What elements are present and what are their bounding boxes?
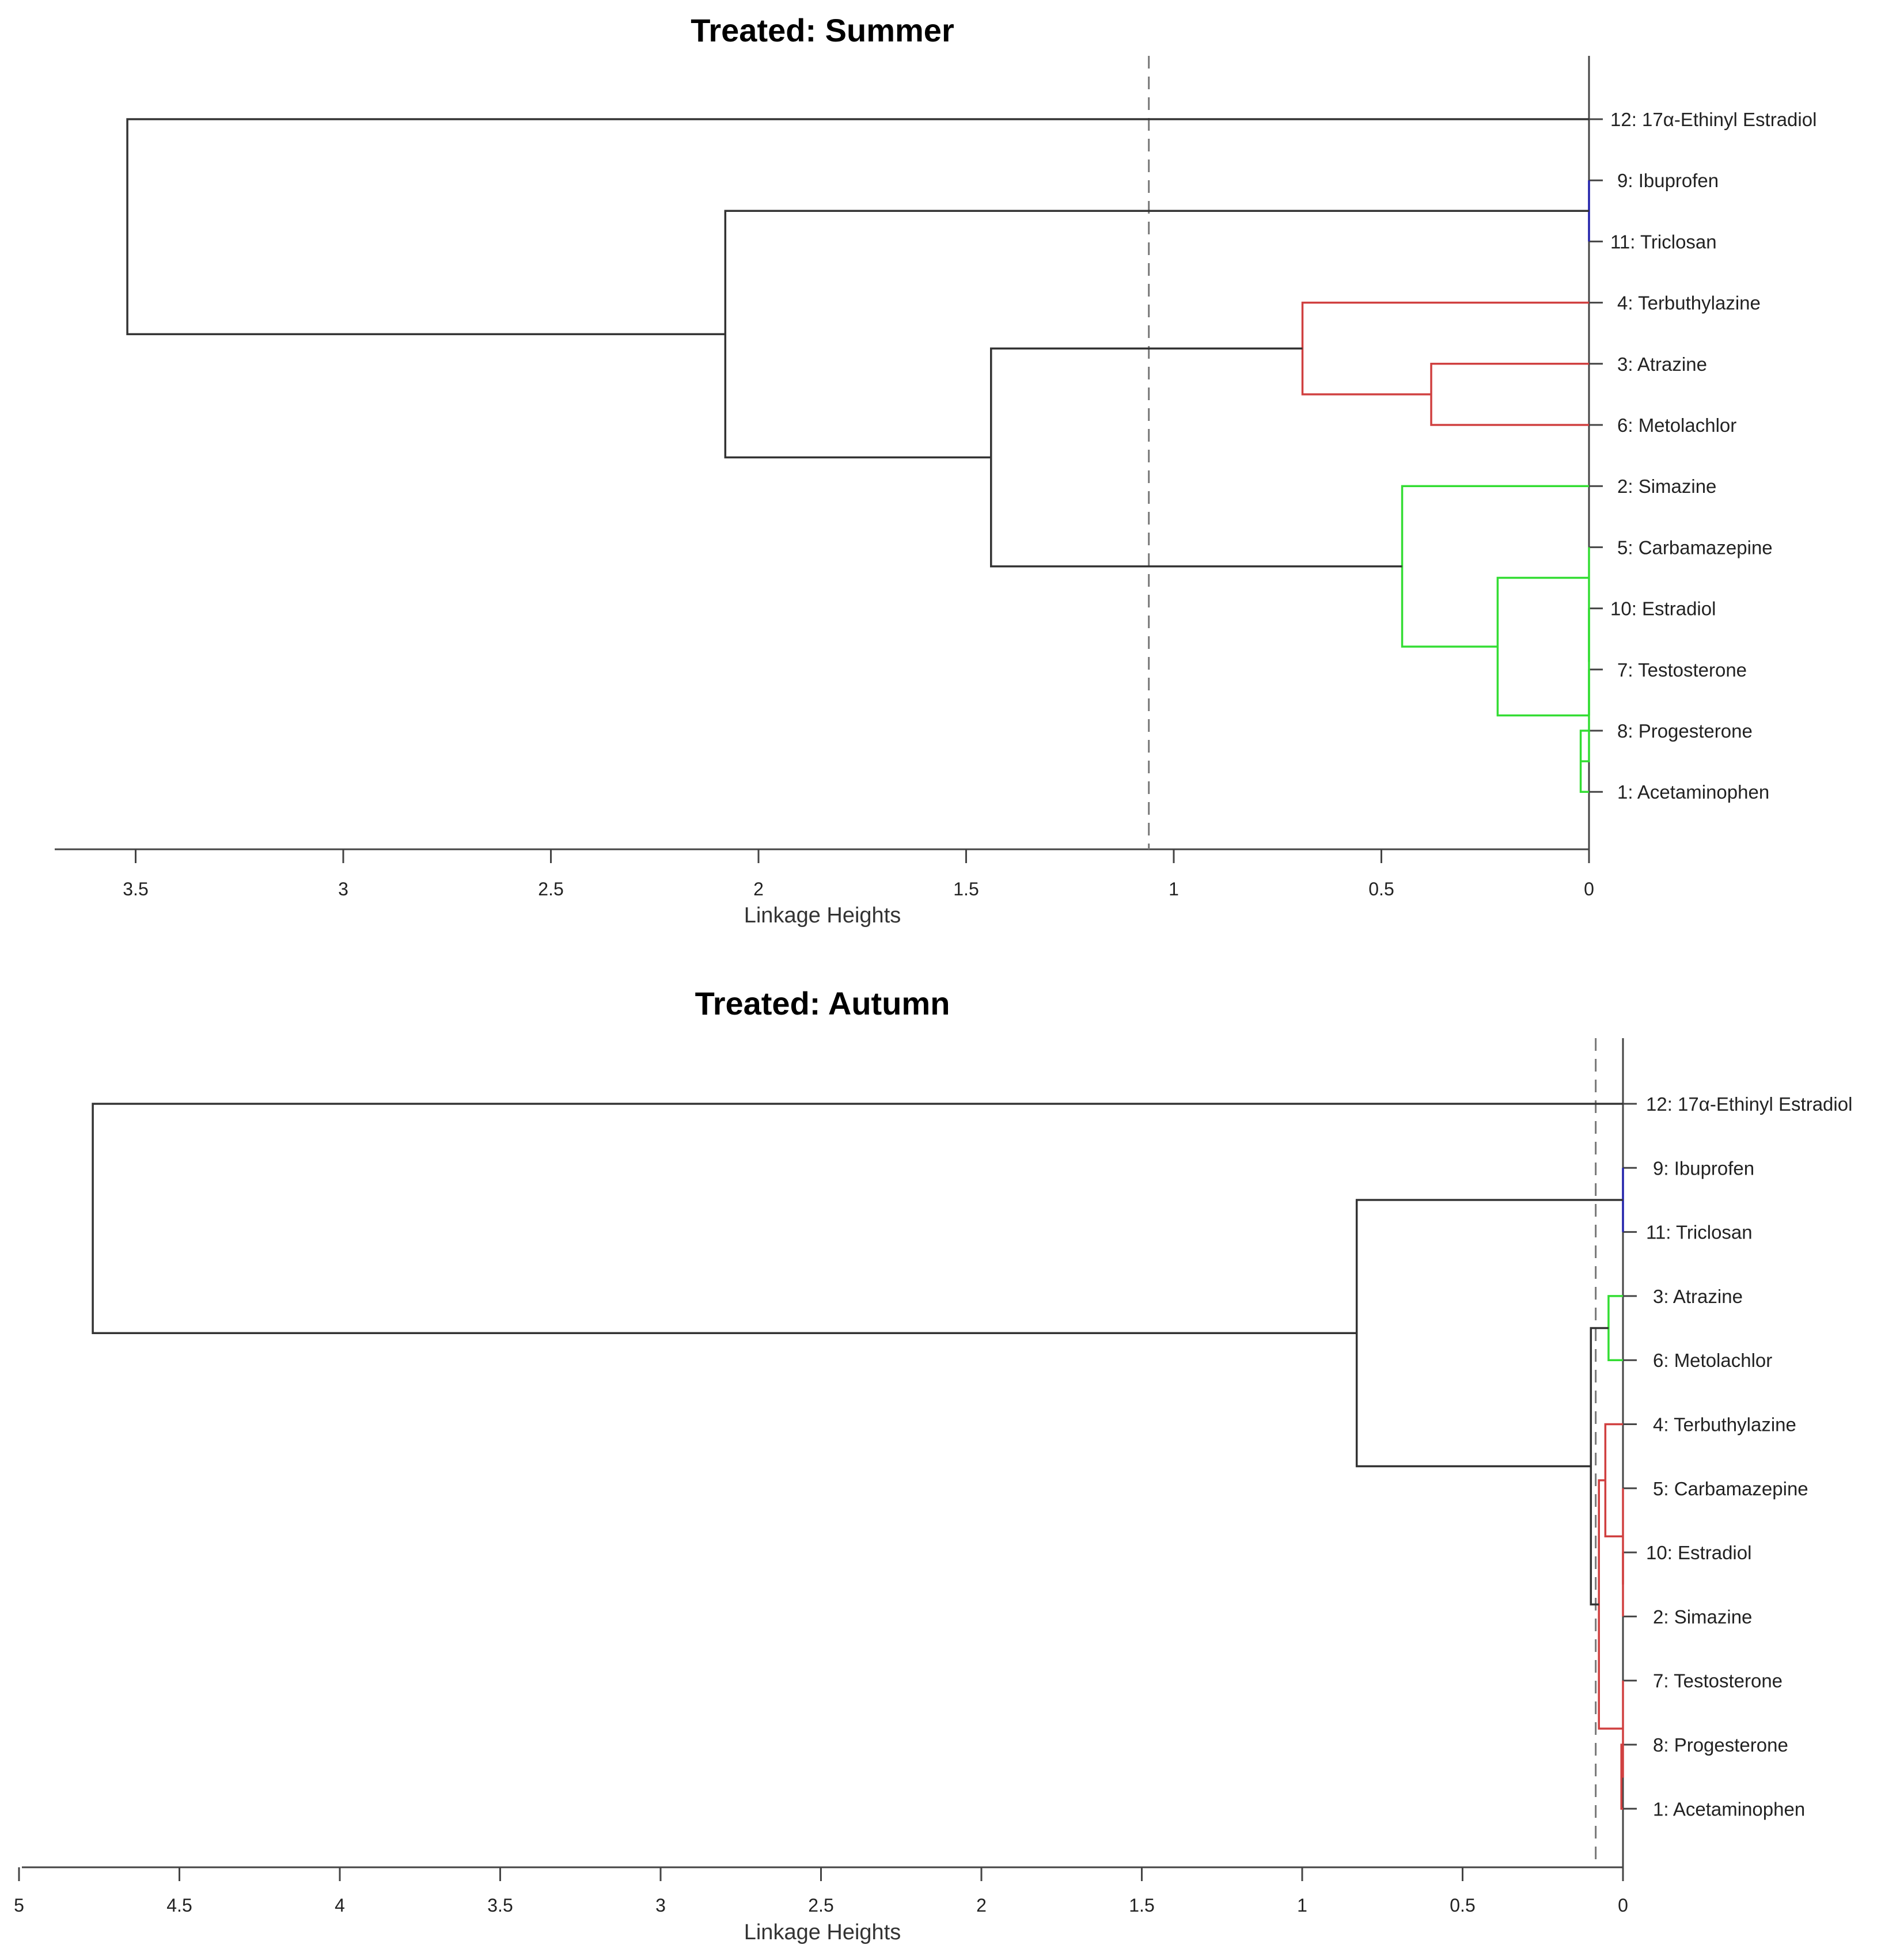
x-tick-label-summer: 3 — [338, 879, 348, 899]
leaf-label-autumn: 9: Ibuprofen — [1653, 1157, 1754, 1179]
x-axis-label-autumn: Linkage Heights — [744, 1920, 901, 1944]
x-tick-label-autumn: 0 — [1618, 1895, 1628, 1916]
x-tick-label-summer: 0 — [1584, 879, 1594, 899]
x-tick-label-autumn: 4 — [335, 1895, 345, 1916]
x-tick-label-summer: 0.5 — [1368, 879, 1394, 899]
leaf-label-autumn: 8: Progesterone — [1653, 1734, 1788, 1756]
dendrogram-summer: Treated: Summer Linkage Heights 3.5 3 2.5 2… — [55, 12, 1816, 928]
leaf-label-autumn: 12: 17α-Ethinyl Estradiol — [1646, 1093, 1852, 1115]
leaf-label-autumn: 7: Testosterone — [1653, 1670, 1783, 1692]
x-tick-label-summer: 1 — [1169, 879, 1179, 899]
leaf-label-summer: 8: Progesterone — [1617, 720, 1753, 742]
leaf-label-summer: 2: Simazine — [1617, 476, 1716, 497]
dendrogram-link-summer — [1496, 576, 1589, 717]
x-tick-label-summer: 2.5 — [538, 879, 563, 899]
dendrogram-autumn: Treated: Autumn Linkage Heights 5 4.5 4 3.5… — [14, 985, 1852, 1944]
x-axis-label-summer: Linkage Heights — [744, 903, 901, 928]
x-tick-label-autumn: 4.5 — [166, 1895, 192, 1916]
x-tick-label-summer: 3.5 — [123, 879, 148, 899]
chart-title-summer: Treated: Summer — [691, 12, 954, 48]
leaf-label-autumn: 11: Triclosan — [1646, 1222, 1753, 1243]
x-tick-label-autumn: 3.5 — [487, 1895, 513, 1916]
leaf-label-autumn: 10: Estradiol — [1646, 1542, 1751, 1563]
leaf-label-summer: 1: Acetaminophen — [1617, 781, 1769, 803]
dendrogram-link-summer — [724, 210, 1589, 459]
leaf-label-summer: 12: 17α-Ethinyl Estradiol — [1610, 109, 1816, 130]
leaf-label-summer: 6: Metolachlor — [1617, 415, 1736, 436]
leaf-label-summer: 4: Terbuthylazine — [1617, 293, 1761, 314]
dendrogram-link-autumn — [1598, 1479, 1623, 1730]
x-tick-label-autumn: 3 — [655, 1895, 666, 1916]
dendrogram-link-autumn — [92, 1103, 1623, 1334]
dendrogram-link-summer — [1430, 363, 1589, 426]
leaf-label-summer: 7: Testosterone — [1617, 659, 1747, 681]
leaf-label-summer: 3: Atrazine — [1617, 354, 1707, 375]
dendrogram-link-autumn — [1604, 1423, 1623, 1538]
x-tick-label-autumn: 2.5 — [808, 1895, 833, 1916]
x-tick-label-autumn: 2 — [976, 1895, 987, 1916]
leaf-label-autumn: 5: Carbamazepine — [1653, 1478, 1808, 1499]
leaf-label-autumn: 3: Atrazine — [1653, 1286, 1743, 1307]
dendrogram-link-autumn — [1621, 1680, 1624, 1778]
leaf-label-autumn: 2: Simazine — [1653, 1606, 1752, 1627]
leaf-label-summer: 11: Triclosan — [1610, 231, 1717, 252]
x-tick-label-autumn: 1 — [1297, 1895, 1307, 1916]
leaf-label-autumn: 6: Metolachlor — [1653, 1350, 1772, 1371]
x-tick-label-autumn: 5 — [14, 1895, 24, 1916]
x-tick-label-autumn: 1.5 — [1129, 1895, 1154, 1916]
dendrogram-autumn-panel: Treated: Autumn Linkage Heights 5 4.5 4 3.5… — [0, 979, 1900, 1960]
dendrogram-link-summer — [126, 118, 1589, 336]
x-tick-label-autumn: 0.5 — [1450, 1895, 1475, 1916]
leaf-label-autumn: 4: Terbuthylazine — [1653, 1414, 1796, 1435]
dendrogram-link-autumn — [1607, 1295, 1623, 1361]
dendrogram-link-summer — [1301, 301, 1589, 396]
dendrogram-summer-panel: Treated: Summer Linkage Heights 3.5 3 2.5 2… — [0, 0, 1900, 944]
dendrogram-link-summer — [1401, 485, 1589, 648]
x-tick-label-summer: 2 — [753, 879, 764, 899]
leaf-label-summer: 9: Ibuprofen — [1617, 170, 1719, 191]
dendrogram-link-autumn — [1355, 1199, 1623, 1468]
leaf-label-summer: 10: Estradiol — [1610, 598, 1716, 620]
dendrogram-link-summer — [990, 347, 1402, 568]
chart-title-autumn: Treated: Autumn — [695, 985, 950, 1021]
x-tick-label-summer: 1.5 — [953, 879, 979, 899]
leaf-label-summer: 5: Carbamazepine — [1617, 537, 1773, 558]
leaf-label-autumn: 1: Acetaminophen — [1653, 1798, 1805, 1820]
